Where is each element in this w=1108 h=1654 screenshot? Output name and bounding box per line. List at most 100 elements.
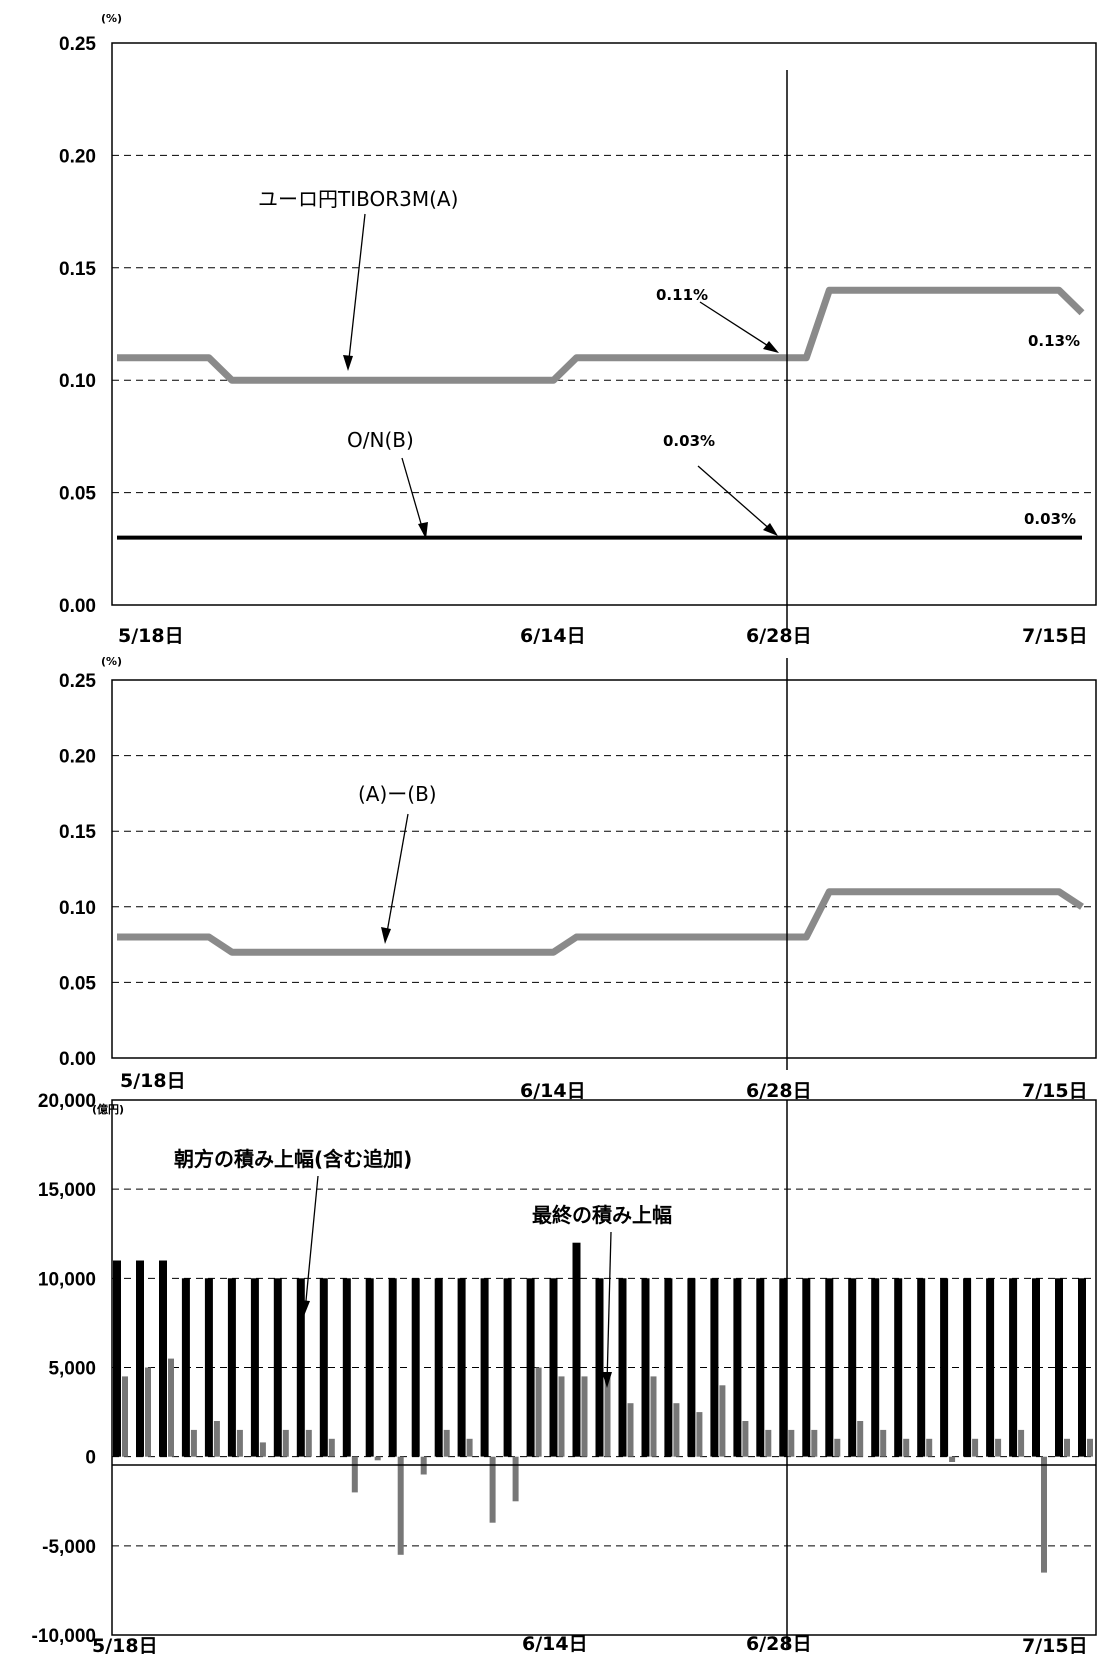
p2-series-line-0 <box>117 888 1084 956</box>
final-bar <box>696 1412 703 1457</box>
panel-3-x-label-marker: 6/28日 <box>746 1633 812 1654</box>
morning-bar <box>871 1278 880 1457</box>
final-bar <box>880 1429 887 1457</box>
p1-y-tick-label: 0.25 <box>59 34 96 55</box>
morning-bar <box>457 1278 466 1457</box>
final-bar <box>328 1438 335 1457</box>
morning-bar <box>894 1278 903 1457</box>
morning-bar <box>779 1278 788 1457</box>
panel-3-x-label-end: 7/15日 <box>1022 1635 1088 1654</box>
morning-bar <box>250 1278 259 1457</box>
callout-b-before: 0.03% <box>663 432 715 450</box>
p1-y-tick-label: 0.20 <box>59 146 96 167</box>
p3-y-tick-label: -10,000 <box>32 1626 96 1647</box>
spread-arrowhead <box>381 927 391 944</box>
p1-y-tick-label: 0.05 <box>59 484 96 505</box>
spread-label: (A)ー(B) <box>358 782 437 806</box>
final-bar <box>236 1429 243 1457</box>
final-bar <box>926 1438 933 1457</box>
morning-bar <box>204 1278 213 1457</box>
series-b-arrowhead <box>418 522 428 539</box>
panel-2-x-axis-labels: 5/18日 6/14日 6/28日 7/15日 <box>120 1070 1088 1102</box>
panel-2-gridlines <box>112 755 1096 983</box>
panel-2-spread-chart: (%) 0.25 0.20 0.15 0.10 0.05 0.00 5/18日 6/14日… <box>59 655 1097 1102</box>
morning-bar <box>434 1278 443 1457</box>
p3-y-tick-label: 20,000 <box>38 1091 96 1112</box>
callout-b-before-arrowhead <box>763 523 778 536</box>
p1-y-tick-label: 0.10 <box>59 371 96 392</box>
p3-y-tick-label: 10,000 <box>38 1269 96 1290</box>
morning-bar <box>227 1278 236 1457</box>
final-bar <box>765 1429 772 1457</box>
panel-1-x-label-end: 7/15日 <box>1022 625 1088 647</box>
panel-3-y-unit: (億円) <box>92 1102 124 1116</box>
series-a-label: ユーロ円TIBOR3M(A) <box>258 187 458 211</box>
final-bar <box>903 1438 910 1457</box>
final-bar <box>535 1367 542 1457</box>
morning-bar <box>940 1278 949 1457</box>
panel-3-x-label-mid: 6/14日 <box>522 1633 588 1654</box>
panel-1-x-label-mid: 6/14日 <box>520 625 586 647</box>
p1-y-tick-label: 0.00 <box>59 596 96 617</box>
panel-3-annotations: 朝方の積み上幅(含む追加) 最終の積み上幅 <box>174 1147 672 1388</box>
morning-bar <box>342 1278 351 1457</box>
morning-bar <box>388 1278 397 1457</box>
morning-series-arrow <box>304 1175 319 1312</box>
panel-1-y-tick-labels: 0.25 0.20 0.15 0.10 0.05 0.00 <box>59 34 96 617</box>
series-b-label: O/N(B) <box>347 428 414 452</box>
final-bar <box>558 1376 565 1457</box>
p3-y-tick-label: 5,000 <box>48 1359 96 1380</box>
panel-1-x-label-marker: 6/28日 <box>746 625 812 647</box>
morning-bar <box>136 1260 144 1457</box>
final-bar <box>788 1429 795 1457</box>
callout-a-before-arrowhead <box>763 341 779 353</box>
final-bar <box>1041 1456 1047 1573</box>
final-bar <box>1087 1438 1093 1457</box>
final-bar <box>213 1421 220 1457</box>
panel-2-plot-frame <box>111 679 1097 1059</box>
morning-bar <box>756 1278 765 1457</box>
morning-bar <box>480 1278 489 1457</box>
panel-1-annotations: ユーロ円TIBOR3M(A) O/N(B) 0.11% 0.13% 0.03% … <box>258 187 1080 539</box>
series-a-arrowhead <box>343 355 353 371</box>
morning-bar <box>181 1278 190 1457</box>
morning-bar <box>618 1278 627 1457</box>
morning-bar <box>825 1278 834 1457</box>
morning-bar <box>664 1278 673 1457</box>
panel-2-annotations: (A)ー(B) <box>358 782 437 944</box>
p2-y-tick-label: 0.00 <box>59 1049 96 1070</box>
morning-bar <box>1078 1278 1086 1457</box>
final-bar <box>581 1376 588 1457</box>
final-bar <box>742 1421 749 1457</box>
final-bar <box>1018 1429 1025 1457</box>
final-bar <box>512 1456 519 1502</box>
morning-bar <box>549 1278 558 1457</box>
morning-bar <box>503 1278 512 1457</box>
series-b-arrow <box>401 457 425 535</box>
final-bar <box>834 1438 841 1457</box>
final-bar <box>122 1376 128 1457</box>
panel-2-x-label-mid: 6/14日 <box>520 1080 586 1102</box>
morning-series-arrowhead <box>300 1300 310 1316</box>
morning-bar <box>365 1278 374 1457</box>
final-series-label: 最終の積み上幅 <box>532 1203 672 1227</box>
p2-y-tick-label: 0.05 <box>59 973 96 994</box>
callout-b-before-arrow <box>697 465 773 532</box>
morning-bar <box>641 1278 650 1457</box>
panel-2-x-label-end: 7/15日 <box>1022 1080 1088 1102</box>
panel-2-x-label-start: 5/18日 <box>120 1070 186 1092</box>
final-bar <box>168 1358 174 1457</box>
callout-a-before-arrow <box>699 301 774 350</box>
final-bar <box>627 1403 634 1457</box>
final-bar <box>650 1376 657 1457</box>
final-bar <box>719 1385 726 1457</box>
final-series-arrow <box>606 1231 612 1384</box>
panel-2-series <box>117 888 1084 956</box>
morning-bar <box>687 1278 696 1457</box>
p1-series-line-0 <box>117 286 1085 384</box>
final-bar <box>145 1367 151 1457</box>
final-bar <box>305 1429 312 1457</box>
morning-bar <box>917 1278 926 1457</box>
final-bar <box>190 1429 197 1457</box>
